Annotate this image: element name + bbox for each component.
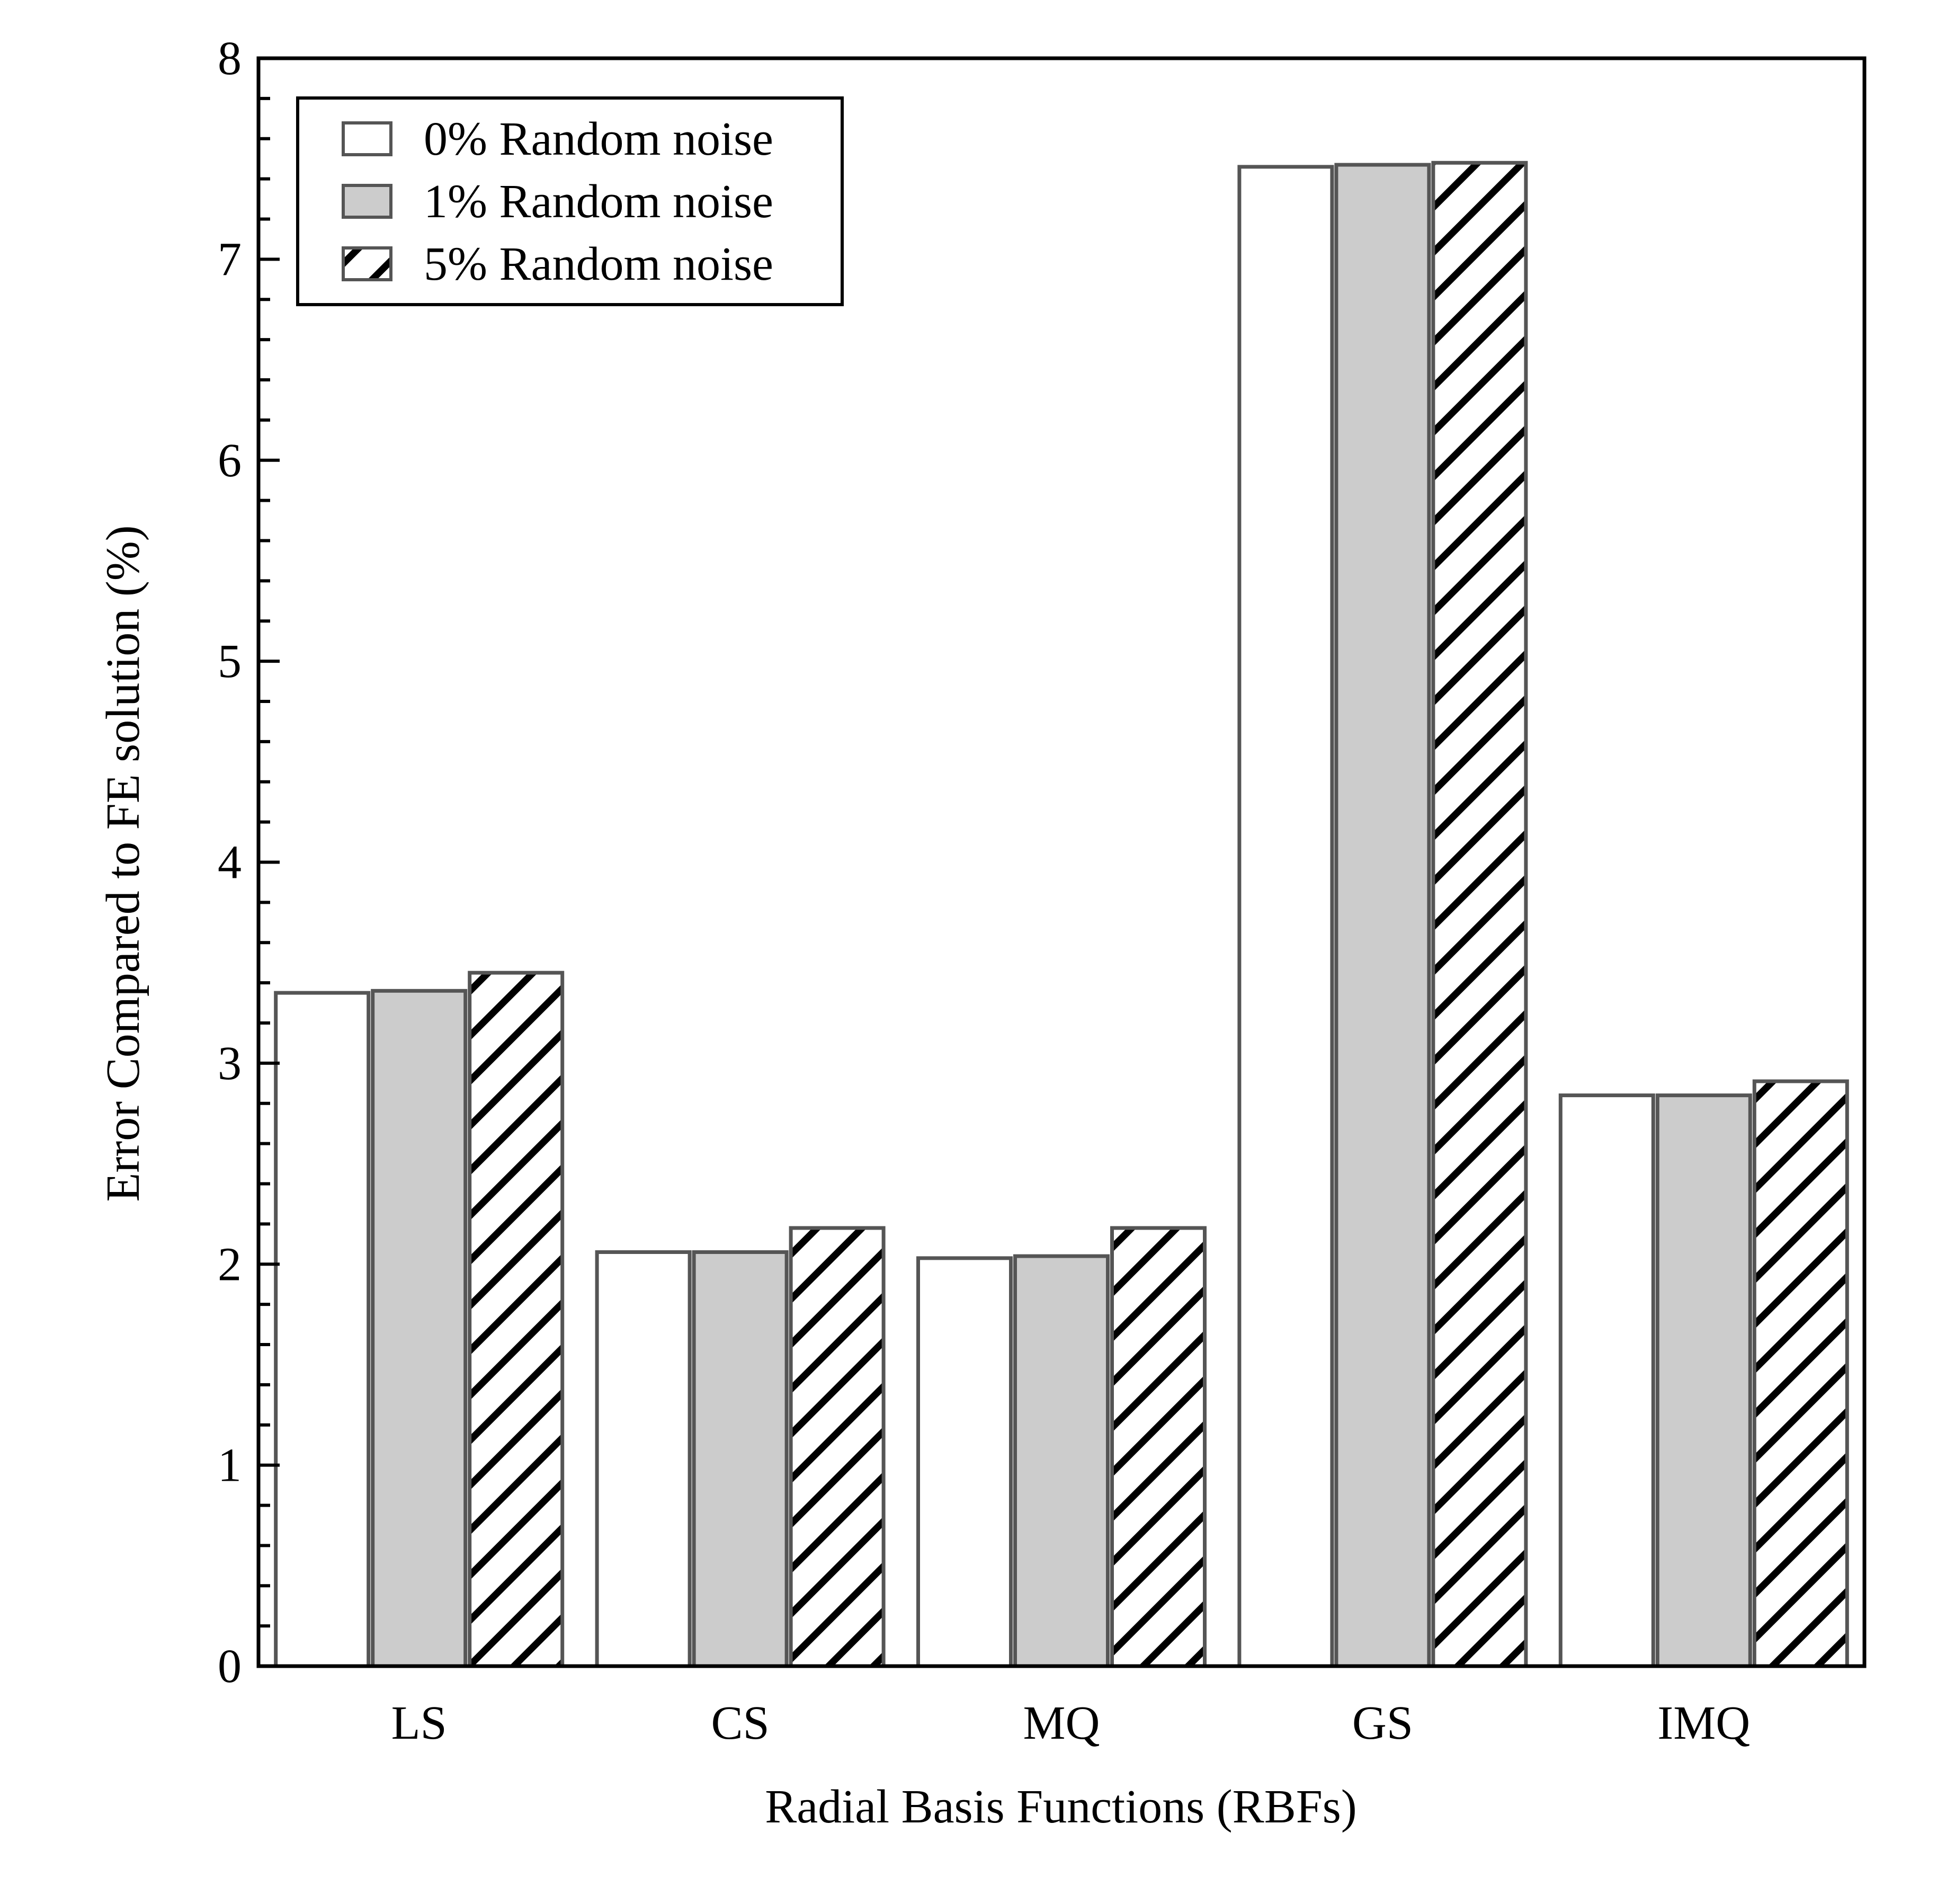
bar-mq-series-1 xyxy=(1013,1254,1110,1668)
bar-ls-series-0 xyxy=(274,991,371,1668)
y-tick-label-6: 6 xyxy=(218,434,242,487)
y-tick-label-0: 0 xyxy=(218,1640,242,1693)
y-tick-label-4: 4 xyxy=(218,837,242,889)
legend-swatch-0 xyxy=(342,121,392,156)
x-tick-label-gs: GS xyxy=(1352,1697,1413,1749)
bar-mq-series-0 xyxy=(916,1256,1013,1668)
bar-gs-series-1 xyxy=(1334,163,1431,1668)
y-tick-label-5: 5 xyxy=(218,635,242,688)
bar-imq-series-0 xyxy=(1558,1093,1655,1668)
bar-cs-series-2 xyxy=(789,1226,886,1668)
labels-layer: Radial Basis Functions (RBFs) Error Comp… xyxy=(97,525,1357,1833)
bar-ls-series-1 xyxy=(371,989,468,1668)
x-tick-label-mq: MQ xyxy=(1023,1697,1100,1749)
y-tick-label-2: 2 xyxy=(218,1238,242,1291)
ticks-layer: LS CS MQ GS IMQ 0 1 2 3 4 5 6 7 8 xyxy=(218,32,1750,1749)
legend-swatch-1 xyxy=(342,184,392,219)
bars-layer xyxy=(274,161,1849,1668)
x-tick-label-cs: CS xyxy=(711,1697,770,1749)
x-tick-label-ls: LS xyxy=(391,1697,447,1749)
y-tick-label-7: 7 xyxy=(218,233,242,286)
bar-imq-series-2 xyxy=(1752,1079,1849,1668)
bar-ls-series-2 xyxy=(468,971,565,1668)
legend: 0% Random noise 1% Random noise 5% Random … xyxy=(296,96,844,306)
y-axis-label: Error Compared to FE solution (%) xyxy=(97,525,149,1202)
bar-imq-series-1 xyxy=(1655,1093,1752,1668)
y-tick-label-8: 8 xyxy=(218,32,242,85)
y-tick-label-1: 1 xyxy=(218,1439,242,1492)
legend-entry-2: 5% Random noise xyxy=(424,238,773,290)
x-tick-label-imq: IMQ xyxy=(1657,1697,1750,1749)
legend-swatch-2 xyxy=(342,246,392,281)
bar-cs-series-0 xyxy=(595,1250,692,1668)
bar-gs-series-0 xyxy=(1237,165,1334,1668)
legend-entry-0: 0% Random noise xyxy=(424,113,773,165)
y-tick-label-3: 3 xyxy=(218,1037,242,1090)
legend-entry-1: 1% Random noise xyxy=(424,175,773,228)
bar-mq-series-2 xyxy=(1110,1226,1207,1668)
bar-gs-series-2 xyxy=(1431,161,1528,1668)
x-axis-label: Radial Basis Functions (RBFs) xyxy=(765,1781,1357,1833)
bar-cs-series-1 xyxy=(692,1250,789,1668)
